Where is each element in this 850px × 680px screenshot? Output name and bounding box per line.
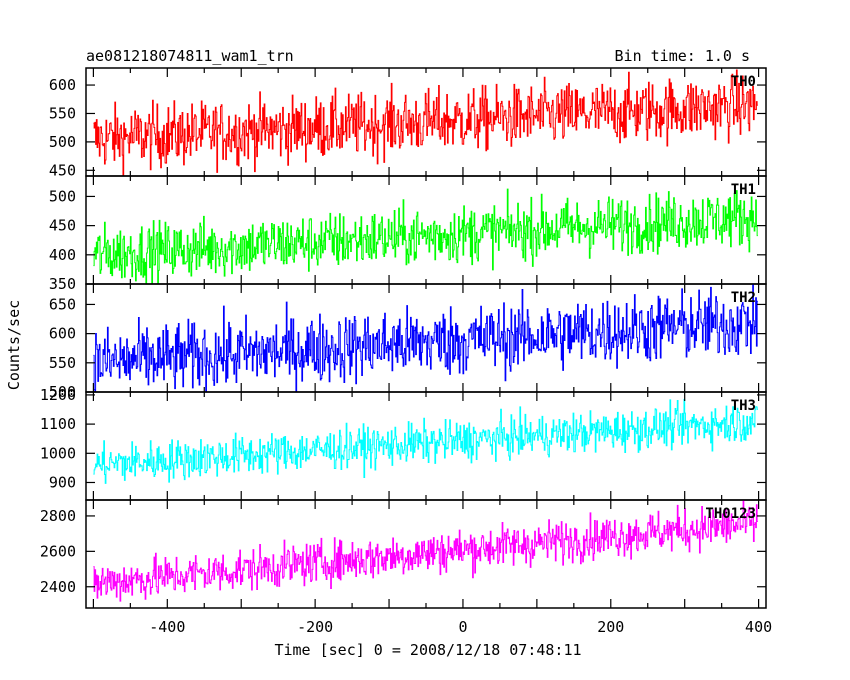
series-line-th1 [93, 188, 758, 284]
panel-th2: 500 550 600 650 TH2 [49, 283, 767, 401]
y-tick-label: 600 [49, 76, 76, 94]
x-tick-label: 0 [458, 618, 467, 636]
x-tick-label: 400 [745, 618, 772, 636]
chart-title: ae081218074811_wam1_trn [86, 47, 294, 65]
y-tick-label: 600 [49, 325, 76, 343]
y-tick-label: 2600 [40, 542, 76, 560]
y-tick-label: 450 [49, 217, 76, 235]
y-tick-label: 1200 [40, 386, 76, 404]
y-tick-label: 2400 [40, 578, 76, 596]
panel-label-th2: TH2 [731, 290, 756, 306]
y-tick-label: 550 [49, 354, 76, 372]
y-tick-label: 650 [49, 295, 76, 313]
y-tick-label: 1000 [40, 444, 76, 462]
y-tick-label: 2800 [40, 507, 76, 525]
y-tick-label: 450 [49, 161, 76, 179]
series-line-th0123 [93, 500, 758, 602]
y-tick-label: 500 [49, 133, 76, 151]
x-tick-label: -200 [297, 618, 333, 636]
y-tick-label: 500 [49, 187, 76, 205]
bin-time-label: Bin time: 1.0 s [615, 47, 750, 65]
y-axis-label: Counts/sec [5, 300, 23, 390]
panels-group: 450 500 550 600 TH0 350 400 450 500 TH1 500 550 600 6… [40, 67, 772, 636]
y-tick-label: 400 [49, 246, 76, 264]
panel-label-th3: TH3 [731, 398, 756, 414]
y-tick-label: 350 [49, 275, 76, 293]
y-tick-label: 1100 [40, 415, 76, 433]
panel-th0: 450 500 550 600 TH0 [49, 67, 767, 179]
panel-th3: 900 1000 1100 1200 TH3 [40, 386, 767, 501]
x-tick-label: 200 [597, 618, 624, 636]
series-line-th0 [93, 69, 758, 176]
panel-label-th0: TH0 [731, 74, 756, 90]
series-line-th3 [93, 398, 758, 484]
panel-th1: 350 400 450 500 TH1 [49, 175, 767, 293]
y-tick-label: 500 [49, 383, 76, 401]
panel-label-th0123: TH0123 [705, 506, 756, 522]
x-axis-label: Time [sec] 0 = 2008/12/18 07:48:11 [274, 641, 581, 659]
panel-frame [85, 499, 767, 609]
y-tick-label: 550 [49, 104, 76, 122]
series-line-th2 [93, 284, 758, 392]
panel-th0123: 2400 2600 2800 TH0123 [40, 499, 767, 609]
y-tick-label: 900 [49, 473, 76, 491]
panel-label-th1: TH1 [731, 182, 756, 198]
x-tick-label: -400 [149, 618, 185, 636]
